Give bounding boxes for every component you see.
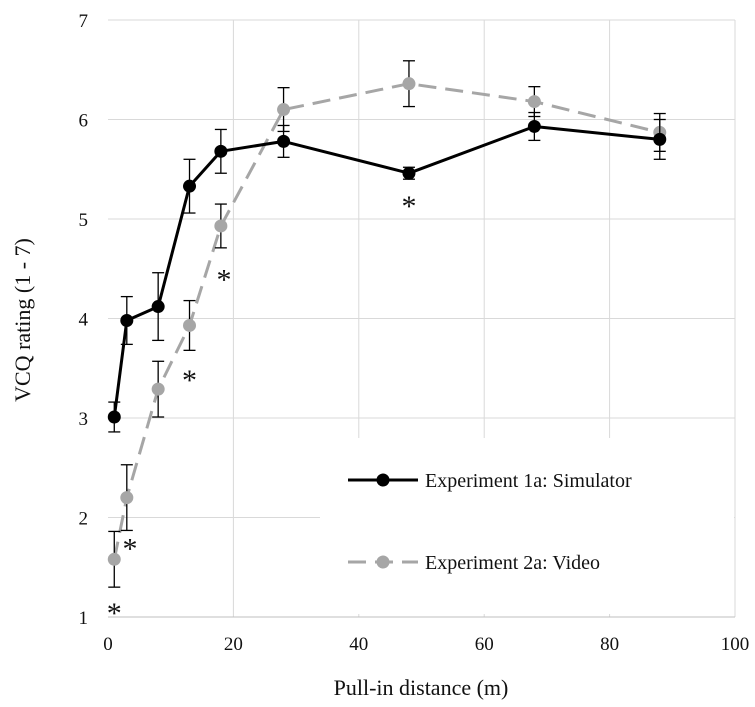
data-point (653, 132, 667, 146)
data-point (277, 134, 291, 148)
y-tick-labels: 1 2 3 4 5 6 7 (79, 11, 89, 629)
data-point (214, 219, 228, 233)
annotations: ***** (107, 190, 417, 630)
data-point (107, 410, 121, 424)
significance-marker: * (122, 532, 137, 565)
series-2 (107, 60, 667, 588)
x-tick-label: 40 (349, 634, 368, 655)
grid-lines (108, 19, 736, 617)
significance-marker: * (216, 264, 231, 297)
data-point (120, 313, 134, 327)
x-tick-label: 60 (475, 634, 494, 655)
x-tick-label: 80 (600, 634, 619, 655)
data-point (151, 382, 165, 396)
series-1 (107, 111, 667, 433)
y-tick-label: 6 (79, 111, 89, 132)
data-point (183, 179, 197, 193)
significance-marker: * (401, 190, 416, 223)
data-point (402, 77, 416, 91)
y-tick-label: 3 (79, 409, 89, 430)
y-tick-label: 5 (79, 210, 89, 231)
x-tick-label: 0 (103, 634, 113, 655)
x-axis-label: Pull-in distance (m) (334, 675, 509, 700)
data-point (527, 119, 541, 133)
legend-marker (376, 555, 390, 569)
data-point (527, 95, 541, 109)
data-point (151, 300, 165, 314)
y-tick-label: 7 (79, 11, 89, 32)
x-tick-labels: 0 20 40 60 80 100 (103, 634, 749, 655)
data-point (214, 144, 228, 158)
data-point (277, 103, 291, 117)
significance-marker: * (107, 597, 122, 630)
y-axis-label: VCQ rating (1 - 7) (10, 238, 35, 402)
significance-marker: * (182, 364, 197, 397)
data-point (107, 552, 121, 566)
y-tick-label: 2 (79, 509, 89, 530)
legend-marker (376, 473, 390, 487)
legend: Experiment 1a: Simulator Experiment 2a: V… (320, 438, 734, 614)
x-tick-label: 100 (721, 634, 750, 655)
legend-item-2: Experiment 2a: Video (348, 552, 600, 574)
y-tick-label: 4 (79, 310, 89, 331)
legend-box (320, 438, 734, 614)
data-point (183, 318, 197, 332)
data-point (402, 166, 416, 180)
data-point (120, 491, 134, 505)
series-layer (107, 60, 667, 588)
legend-label: Experiment 1a: Simulator (425, 470, 632, 492)
legend-item-1: Experiment 1a: Simulator (348, 470, 632, 492)
legend-label: Experiment 2a: Video (425, 552, 600, 574)
y-tick-label: 1 (79, 608, 89, 629)
x-tick-label: 20 (224, 634, 243, 655)
